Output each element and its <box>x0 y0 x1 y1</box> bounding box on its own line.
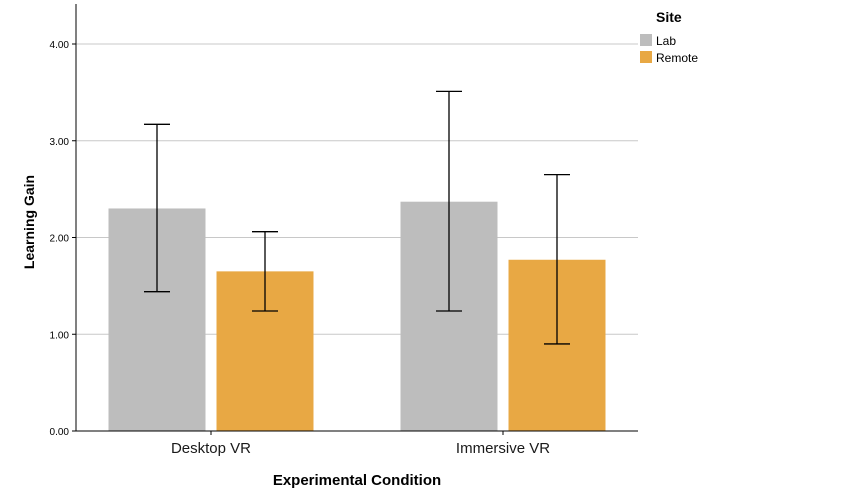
y-tick-labels: 0.00 1.00 2.00 3.00 4.00 <box>50 40 76 438</box>
x-category-labels: Desktop VR Immersive VR <box>171 431 550 457</box>
x-category-label: Immersive VR <box>456 440 550 457</box>
y-tick-label: 2.00 <box>50 234 70 245</box>
y-tick-label: 1.00 <box>50 330 70 341</box>
legend-swatch-lab <box>640 34 652 46</box>
axes <box>75 4 638 432</box>
legend: Site Lab Remote <box>640 9 698 65</box>
legend-swatch-remote <box>640 51 652 63</box>
legend-title: Site <box>656 9 682 25</box>
x-category-label: Desktop VR <box>171 440 251 457</box>
y-axis-title: Learning Gain <box>21 175 37 269</box>
error-bars <box>144 90 570 345</box>
y-tick-label: 3.00 <box>50 137 70 148</box>
y-tick-label: 4.00 <box>50 40 70 51</box>
bars <box>108 201 606 431</box>
x-axis-title: Experimental Condition <box>273 472 441 489</box>
legend-label-lab: Lab <box>656 34 676 48</box>
y-tick-label: 0.00 <box>50 427 70 438</box>
legend-label-remote: Remote <box>656 51 698 65</box>
